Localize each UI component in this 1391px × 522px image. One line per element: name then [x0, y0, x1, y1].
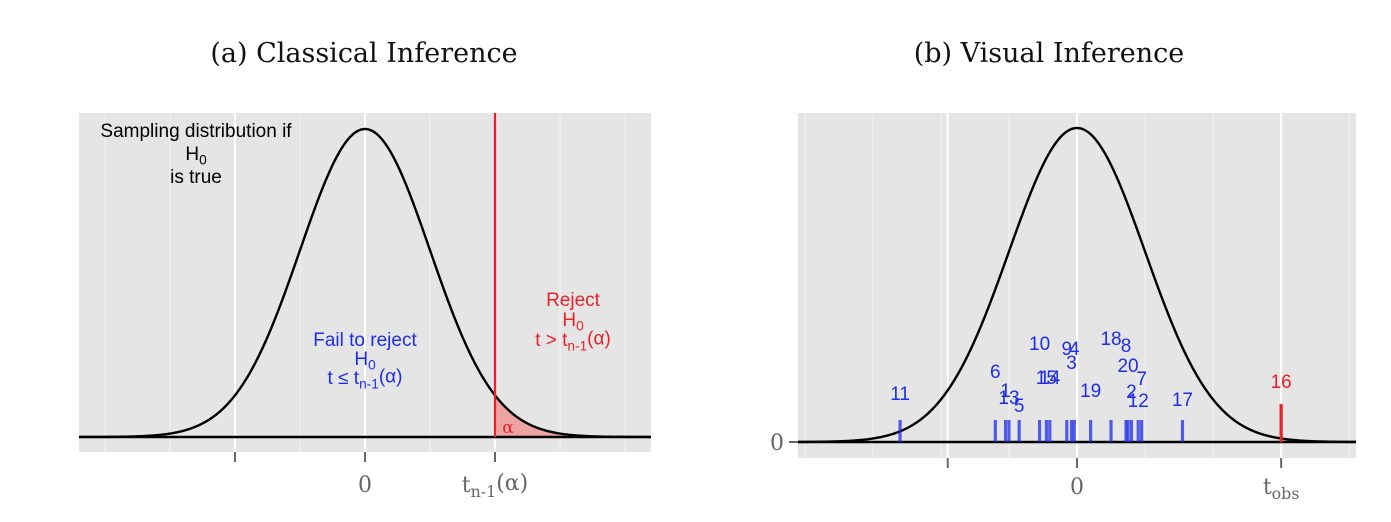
x-tick-label: 0 — [1070, 475, 1084, 500]
null-statistic-label: 19 — [1080, 381, 1101, 402]
observed-statistic-label: 16 — [1271, 372, 1292, 393]
reject-annotation-line: H0 — [562, 310, 584, 333]
y-tick-label: 0 — [770, 431, 784, 456]
fail-to-reject-annotation-line: Fail to reject — [313, 330, 417, 351]
null-statistic-label: 9 — [1062, 339, 1073, 360]
null-statistic-label: 8 — [1121, 336, 1132, 357]
null-statistic-label: 1 — [1000, 381, 1011, 402]
null-statistic-label: 4 — [1069, 339, 1080, 360]
x-tick-label: tobs — [1263, 475, 1300, 503]
null-statistic-label: 11 — [890, 384, 910, 405]
null-density-curve — [797, 126, 1357, 444]
null-statistic-label: 10 — [1029, 334, 1050, 355]
panel-a-title: (a) Classical Inference — [210, 38, 518, 69]
null-statistic-label: 2 — [1126, 382, 1137, 403]
null-statistic-label: 5 — [1014, 396, 1025, 417]
reject-annotation-line: t > tn-1(α) — [535, 328, 611, 353]
density-annotation-line: Sampling distribution if — [100, 121, 292, 142]
x-tick-label: tn-1(α) — [462, 471, 529, 501]
density-annotation-line: is true — [170, 167, 222, 188]
null-statistic-label: 13 — [998, 388, 1019, 409]
null-statistic-label: 12 — [1128, 391, 1149, 412]
null-statistic-label: 3 — [1066, 353, 1077, 374]
null-density-curve — [79, 127, 651, 439]
fail-to-reject-annotation-line: H0 — [354, 349, 376, 372]
null-statistic-label: 18 — [1100, 329, 1121, 350]
null-statistic-label: 6 — [990, 362, 1001, 383]
null-statistic-label: 17 — [1172, 390, 1193, 411]
null-statistic-label: 20 — [1117, 356, 1138, 377]
x-tick-label: 0 — [358, 473, 372, 498]
null-statistic-label: 14 — [1039, 368, 1061, 389]
null-statistic-label: 15 — [1036, 368, 1057, 389]
alpha-label: α — [502, 418, 514, 438]
reject-annotation-line: Reject — [546, 290, 601, 311]
panel-b-title: (b) Visual Inference — [913, 38, 1185, 69]
null-statistic-label: 7 — [1136, 369, 1147, 390]
fail-to-reject-annotation-line: t ≤ tn-1(α) — [328, 366, 403, 391]
density-annotation-line: H0 — [185, 144, 207, 167]
